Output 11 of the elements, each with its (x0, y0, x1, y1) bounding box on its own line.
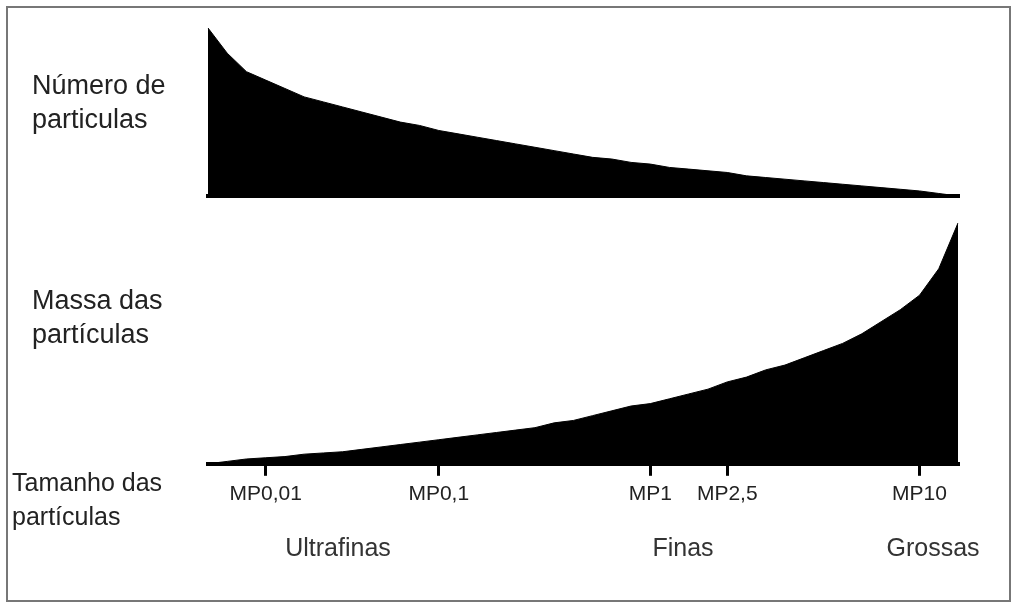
x-tick-label: MP0,01 (229, 481, 302, 505)
x-axis-title: Tamanho das partículas (12, 467, 164, 532)
x-tick-label: MP2,5 (696, 481, 758, 505)
x-tick-label: MP10 (892, 481, 947, 505)
text: Ultrafinas (285, 533, 391, 562)
text: Finas (652, 533, 714, 562)
y-axis-title: Número de particulas (32, 69, 167, 136)
text: Grossas (886, 533, 980, 562)
x-tick-label: MP0,1 (408, 481, 470, 505)
x-tick-label: MP1 (628, 481, 672, 505)
y-axis-title: Massa das partículas (32, 284, 164, 351)
